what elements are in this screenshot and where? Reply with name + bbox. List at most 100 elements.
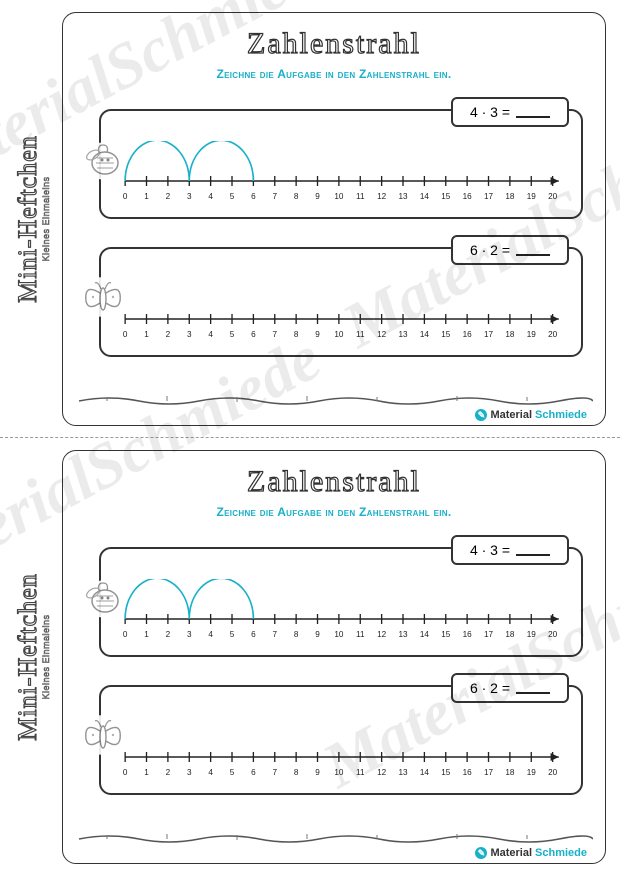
svg-text:3: 3 [187,192,192,201]
brand-logo-icon: ✎ [475,847,487,859]
exercise-2: 6 · 2 = 01234567891011121314151617181920 [81,677,587,795]
svg-text:1: 1 [144,630,149,639]
svg-text:15: 15 [441,630,451,639]
worksheet-frame: Zahlenstrahl Zeichne die Aufgabe in den … [62,450,606,864]
svg-text:19: 19 [527,192,537,201]
svg-text:4: 4 [208,630,213,639]
svg-text:1: 1 [144,768,149,777]
problem-label: 4 · 3 = [451,535,569,565]
svg-text:1: 1 [144,192,149,201]
ground-decoration [77,829,593,845]
svg-text:5: 5 [230,330,235,339]
numberline: 01234567891011121314151617181920 [119,279,569,341]
svg-text:13: 13 [398,768,408,777]
svg-text:11: 11 [356,768,365,777]
svg-text:15: 15 [441,330,451,339]
svg-text:8: 8 [294,192,299,201]
booklet-title: Mini-Heftchen [13,135,43,303]
svg-text:0: 0 [123,630,128,639]
svg-text:13: 13 [398,192,408,201]
svg-text:15: 15 [441,192,451,201]
svg-text:11: 11 [356,192,365,201]
exercise-1: 4 · 3 = 01234567891011121314151617181920 [81,539,587,657]
brand-label: ✎ MaterialSchmiede [475,409,587,421]
svg-text:19: 19 [527,630,537,639]
svg-text:5: 5 [230,768,235,777]
brand-name-a: Material [490,409,532,421]
numberline: 01234567891011121314151617181920 [119,141,569,203]
svg-text:12: 12 [377,192,387,201]
svg-text:18: 18 [505,768,515,777]
answer-blank[interactable] [516,106,550,118]
svg-text:0: 0 [123,330,128,339]
svg-text:6: 6 [251,330,256,339]
worksheet-page-2: Mini-Heftchen Kleines Einmaleins Zahlens… [0,438,620,876]
worksheet-title: Zahlenstrahl [63,465,605,499]
svg-text:20: 20 [548,330,558,339]
brand-name-b: Schmiede [535,847,587,859]
problem-text: 4 · 3 = [470,542,510,558]
svg-text:16: 16 [463,330,473,339]
svg-text:0: 0 [123,768,128,777]
svg-text:20: 20 [548,630,558,639]
brand-logo-icon: ✎ [475,409,487,421]
svg-text:17: 17 [484,192,494,201]
svg-text:13: 13 [398,330,408,339]
problem-text: 4 · 3 = [470,104,510,120]
svg-text:6: 6 [251,768,256,777]
worksheet-frame: Zahlenstrahl Zeichne die Aufgabe in den … [62,12,606,426]
answer-blank[interactable] [516,244,550,256]
problem-label: 6 · 2 = [451,235,569,265]
bee-icon [75,569,127,621]
svg-text:4: 4 [208,192,213,201]
svg-text:13: 13 [398,630,408,639]
svg-text:16: 16 [463,192,473,201]
svg-text:9: 9 [315,330,320,339]
exercise-1: 4 · 3 = 01234567891011121314151617181920 [81,101,587,219]
worksheet-subtitle: Zeichne die Aufgabe in den Zahlenstrahl … [63,67,605,81]
svg-text:17: 17 [484,330,494,339]
svg-text:14: 14 [420,630,430,639]
butterfly-icon [75,707,127,759]
svg-text:14: 14 [420,192,430,201]
svg-text:20: 20 [548,768,558,777]
sidebar: Mini-Heftchen Kleines Einmaleins [6,0,58,438]
svg-text:7: 7 [272,330,277,339]
svg-text:9: 9 [315,768,320,777]
svg-text:10: 10 [334,330,344,339]
problem-text: 6 · 2 = [470,242,510,258]
svg-text:12: 12 [377,630,387,639]
svg-text:17: 17 [484,630,494,639]
svg-text:16: 16 [463,768,473,777]
worksheet-subtitle: Zeichne die Aufgabe in den Zahlenstrahl … [63,505,605,519]
svg-text:2: 2 [166,330,171,339]
answer-blank[interactable] [516,544,550,556]
svg-text:7: 7 [272,630,277,639]
numberline: 01234567891011121314151617181920 [119,579,569,641]
svg-text:18: 18 [505,630,515,639]
svg-text:2: 2 [166,630,171,639]
brand-label: ✎ MaterialSchmiede [475,847,587,859]
cut-line [0,437,620,438]
svg-text:12: 12 [377,330,387,339]
svg-text:18: 18 [505,330,515,339]
svg-text:3: 3 [187,630,192,639]
svg-text:12: 12 [377,768,387,777]
svg-text:10: 10 [334,768,344,777]
svg-text:3: 3 [187,330,192,339]
svg-text:11: 11 [356,330,365,339]
exercise-2: 6 · 2 = 01234567891011121314151617181920 [81,239,587,357]
svg-text:7: 7 [272,768,277,777]
svg-text:8: 8 [294,768,299,777]
answer-blank[interactable] [516,682,550,694]
svg-text:16: 16 [463,630,473,639]
booklet-title: Mini-Heftchen [13,573,43,741]
svg-text:8: 8 [294,630,299,639]
svg-text:9: 9 [315,192,320,201]
svg-text:17: 17 [484,768,494,777]
svg-text:4: 4 [208,768,213,777]
svg-text:4: 4 [208,330,213,339]
numberline: 01234567891011121314151617181920 [119,717,569,779]
svg-text:18: 18 [505,192,515,201]
svg-text:3: 3 [187,768,192,777]
